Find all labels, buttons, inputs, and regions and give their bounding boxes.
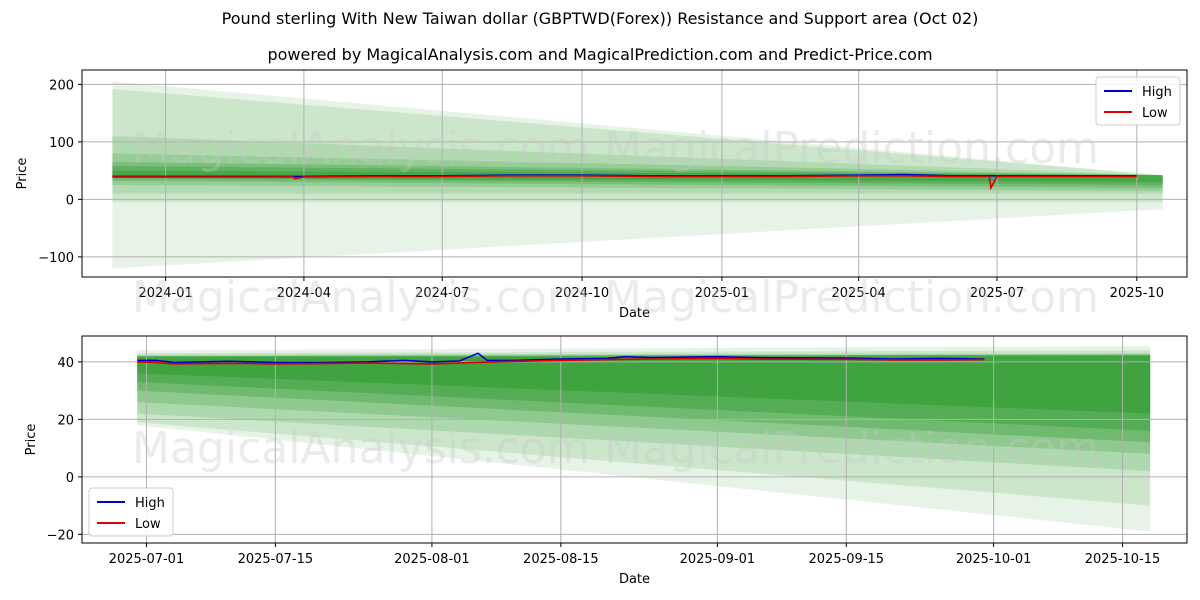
- series-low-line: [112, 175, 1137, 191]
- y-tick-label: 0: [66, 471, 74, 486]
- x-tick-label: 2024-01: [138, 286, 192, 301]
- x-tick-label: 2024-10: [555, 286, 609, 301]
- y-axis-label: Price: [15, 158, 30, 190]
- x-tick-label: 2025-08-01: [394, 552, 470, 567]
- chart-title: Pound sterling With New Taiwan dollar (G…: [221, 9, 979, 28]
- resistance-support-band-7: [137, 356, 1151, 414]
- y-axis-label: Price: [24, 424, 39, 456]
- watermark-text: MagicalPrediction.com: [604, 423, 1099, 474]
- y-tick-label: 200: [49, 78, 74, 93]
- legend-label-low: Low: [1142, 106, 1168, 121]
- x-axis-label: Date: [619, 306, 650, 321]
- x-tick-label: 2025-09-15: [809, 552, 885, 567]
- watermark-text: MagicalAnalysis.com: [132, 272, 590, 323]
- x-tick-label: 2024-04: [277, 286, 331, 301]
- x-tick-label: 2025-08-15: [523, 552, 599, 567]
- chart-panel-1: 2024-01 2024-04 2024-07 2024-10 2025-01 2025-…: [15, 69, 1188, 323]
- watermark-text: MagicalPrediction.com: [604, 123, 1099, 174]
- legend-label-high: High: [135, 496, 165, 511]
- x-tick-label: 2025-04: [832, 286, 886, 301]
- y-tick-label: 0: [66, 193, 74, 208]
- x-tick-label: 2025-07: [970, 286, 1024, 301]
- plot-frame: [81, 335, 1188, 544]
- x-tick-label: 2025-07-01: [109, 552, 185, 567]
- resistance-support-band-3: [112, 136, 1163, 194]
- x-tick-label: 2025-01: [695, 286, 749, 301]
- x-tick-label: 2025-10-01: [956, 552, 1032, 567]
- watermark-text: MagicalAnalysis.com: [132, 423, 590, 474]
- watermark-text: MagicalPrediction.com: [604, 272, 1099, 323]
- legend-label-high: High: [1142, 85, 1172, 100]
- resistance-support-band-4: [112, 153, 1163, 191]
- y-tick-label: −20: [47, 528, 74, 543]
- plot-frame: [81, 69, 1188, 278]
- legend: High Low: [1095, 76, 1181, 126]
- legend: High Low: [88, 487, 174, 537]
- legend-label-low: Low: [135, 517, 161, 532]
- y-tick-label: 20: [57, 413, 74, 428]
- y-tick-label: 100: [49, 136, 74, 151]
- chart-subtitle: powered by MagicalAnalysis.com and Magic…: [267, 45, 933, 64]
- chart-panel-2: 2025-07-01 2025-07-15 2025-08-01 2025-08-15…: [24, 335, 1188, 587]
- x-tick-label: 2024-07: [415, 286, 469, 301]
- y-tick-label: 40: [57, 356, 74, 371]
- x-tick-label: 2025-07-15: [238, 552, 314, 567]
- watermark-text: MagicalAnalysis.com: [132, 123, 590, 174]
- series-low-line: [137, 357, 985, 365]
- x-axis-label: Date: [619, 572, 650, 587]
- series-high-line: [137, 352, 985, 364]
- x-tick-label: 2025-10: [1110, 286, 1164, 301]
- y-tick-label: −100: [38, 251, 74, 266]
- x-tick-label: 2025-09-01: [680, 552, 756, 567]
- x-tick-label: 2025-10-15: [1085, 552, 1161, 567]
